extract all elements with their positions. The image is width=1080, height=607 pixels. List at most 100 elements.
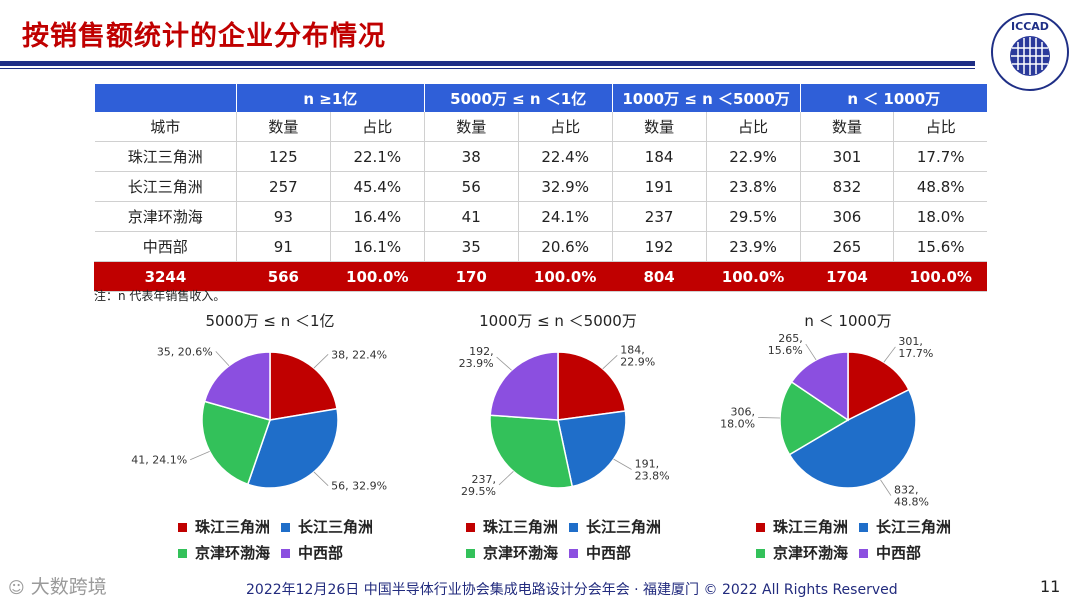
data-label: 192, 23.9% [459,345,494,370]
column-header: 数量 [611,112,707,142]
legend-item: 京津环渤海 [466,542,558,563]
data-label: 265, 15.6% [768,334,803,357]
pie-chart-5000w-1y: 5000万 ≤ n ＜1亿 38, 22.4% 56, 32.9% 41, 24.1… [120,310,420,510]
sales-distribution-table: n ≥1亿 5000万 ≤ n ＜1亿 1000万 ≤ n ＜5000万 n ＜… [94,84,987,292]
table-cell: 237 [611,201,707,232]
pie-slice [489,414,574,489]
chart-title: 1000万 ≤ n ＜5000万 [479,312,637,330]
legend-swatch [178,523,187,532]
total-cell: 100.0% [705,261,801,292]
table-total-row: 3244 566 100.0% 170 100.0% 804 100.0% 1704 100.0… [94,261,987,292]
table-cell: 32.9% [517,171,613,202]
column-header: 数量 [799,112,894,142]
table-cell: 京津环渤海 [94,201,237,232]
leader-line [313,471,329,486]
legend-label: 中西部 [298,544,344,562]
total-cell: 1704 [799,261,894,292]
data-label: 56, 32.9% [331,480,387,493]
legend-swatch [859,549,868,558]
data-label: 35, 20.6% [157,345,213,358]
column-header: 占比 [329,112,425,142]
legend-label: 京津环渤海 [483,544,559,562]
table-cell: 56 [423,171,519,202]
table-cell: 184 [611,141,707,172]
leader-line [498,471,514,486]
table-cell: 16.1% [329,231,425,262]
iccad-logo: ICCAD [991,13,1069,91]
title-underline-thin [0,68,975,69]
data-label: 41, 24.1% [131,454,187,467]
legend-label: 珠江三角洲 [195,518,271,536]
data-label: 237, 29.5% [461,473,496,498]
table-cell: 18.0% [893,201,987,232]
table-cell: 125 [235,141,331,172]
table-cell: 17.7% [893,141,987,172]
legend-item: 中西部 [859,542,921,563]
watermark-brand: ☺ 大数跨境 [8,572,107,599]
leader-line [190,451,210,461]
group-header: n ≥1亿 [235,84,425,112]
pie-svg: 184, 22.9% 191, 23.8% 237, 29.5% 192, 23.9% [459,343,670,498]
legend-item: 珠江三角洲 [466,516,558,537]
title-underline [0,61,975,66]
table-row: 长江三角洲 257 45.4% 56 32.9% 191 23.8% 832 48.8% [94,171,987,202]
legend-label: 中西部 [876,544,922,562]
legend-swatch [756,549,765,558]
table-cell: 珠江三角洲 [94,141,237,172]
column-header: 占比 [893,112,987,142]
legend-swatch [859,523,868,532]
table-cell: 45.4% [329,171,425,202]
total-cell: 170 [423,261,519,292]
table-sub-header-row: 城市 数量 占比 数量 占比 数量 占比 数量 占比 [94,112,987,142]
legend-item: 中西部 [569,542,631,563]
data-label: 191, 23.8% [635,458,670,483]
total-cell: 100.0% [329,261,425,292]
data-label: 306, 18.0% [720,405,755,430]
pie-slice [203,351,271,421]
table-cell: 93 [235,201,331,232]
table-cell: 23.8% [705,171,801,202]
pie-slice [779,380,850,456]
table-cell: 191 [611,171,707,202]
table-cell: 41 [423,201,519,232]
table-cell: 20.6% [517,231,613,262]
data-label: 832, 48.8% [894,484,929,509]
table-cell: 257 [235,171,331,202]
table-row: 珠江三角洲 125 22.1% 38 22.4% 184 22.9% 301 17.7% [94,141,987,172]
table-cell: 35 [423,231,519,262]
table-group-header-row: n ≥1亿 5000万 ≤ n ＜1亿 1000万 ≤ n ＜5000万 n ＜… [94,84,987,112]
legend-label: 长江三角洲 [298,518,374,536]
legend-label: 京津环渤海 [773,544,849,562]
table-cell: 832 [799,171,894,202]
table-row: 京津环渤海 93 16.4% 41 24.1% 237 29.5% 306 18.0% [94,201,987,232]
table-row: 中西部 91 16.1% 35 20.6% 192 23.9% 265 15.6% [94,231,987,262]
chart-title: n ＜ 1000万 [804,312,892,330]
leader-line [215,351,230,367]
table-cell: 306 [799,201,894,232]
leader-line [613,458,632,470]
column-header: 占比 [517,112,613,142]
leader-line [883,346,896,363]
legend-label: 长江三角洲 [876,518,952,536]
column-header: 数量 [423,112,519,142]
legend-swatch [466,523,475,532]
table-cell: 38 [423,141,519,172]
legend-label: 长江三角洲 [586,518,662,536]
pie-svg: 301, 17.7% 832, 48.8% 306, 18.0% 265, 15.6% [720,334,933,509]
table-cell: 29.5% [705,201,801,232]
legend-label: 京津环渤海 [195,544,271,562]
legend-item: 珠江三角洲 [756,516,848,537]
legend-item: 长江三角洲 [281,516,373,537]
group-header: n ＜ 1000万 [799,84,987,112]
pie-slice [788,388,917,489]
legend-swatch [466,549,475,558]
table-cell: 192 [611,231,707,262]
total-cell: 566 [235,261,331,292]
pie-slice [557,410,627,488]
table-cell: 长江三角洲 [94,171,237,202]
legend-swatch [281,523,290,532]
legend-item: 中西部 [281,542,343,563]
leader-line [602,354,618,370]
pie-chart-under-1000w: n ＜ 1000万 301, 17.7% 832, 48.8% 306, 18.0% 265… [698,310,998,510]
leader-line [313,354,329,369]
